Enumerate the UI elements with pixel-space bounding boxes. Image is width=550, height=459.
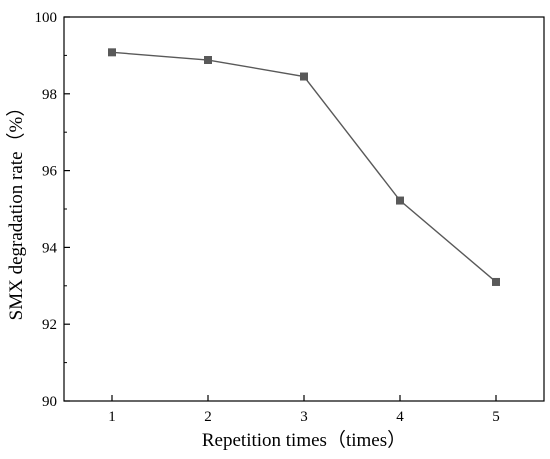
x-tick-label: 5 [492, 409, 500, 425]
x-tick-label: 3 [300, 409, 308, 425]
x-axis-ticks: 1 2 3 4 5 [108, 395, 500, 425]
data-point-marker [204, 56, 212, 65]
x-axis-title: Repetition times（times） [202, 429, 406, 451]
y-tick-label: 96 [42, 164, 58, 180]
y-tick-label: 94 [42, 240, 58, 256]
x-tick-label: 2 [204, 409, 212, 425]
x-tick-label: 4 [396, 409, 404, 425]
y-tick-label: 92 [42, 317, 57, 333]
y-axis-ticks: 90 92 94 96 98 100 [35, 10, 70, 410]
series-line [111, 51, 497, 283]
data-point-marker [108, 48, 116, 57]
data-point-marker [492, 277, 500, 286]
data-point-marker [300, 72, 308, 81]
data-point-marker [396, 196, 404, 205]
y-tick-label: 90 [42, 394, 57, 410]
y-tick-label: 100 [35, 10, 58, 26]
x-tick-label: 1 [108, 409, 116, 425]
y-tick-label: 98 [42, 87, 57, 103]
y-axis-title: SMX degradation rate（%） [5, 98, 27, 321]
data-series [108, 48, 500, 286]
